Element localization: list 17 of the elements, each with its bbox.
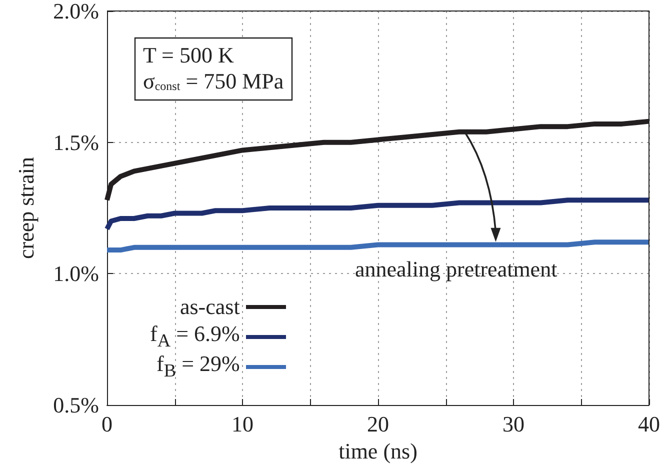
y-tick-label: 1.0% <box>53 261 99 286</box>
y-tick-label: 1.5% <box>53 130 99 155</box>
x-tick-label: 20 <box>367 412 389 436</box>
y-tick-label: 2.0% <box>53 0 99 24</box>
x-tick-label: 30 <box>502 412 524 436</box>
legend-label: f$_{A}$ = 6.9% <box>150 320 240 350</box>
x-tick-label: 0 <box>102 412 112 436</box>
y-axis-title: creep strain <box>14 157 38 259</box>
x-axis-title: time (ns) <box>338 438 418 464</box>
x-tick-label: 40 <box>638 412 660 436</box>
x-tick-label: 10 <box>232 412 254 436</box>
annotation: σconst = 750 MPa <box>143 68 284 94</box>
legend-label: as-cast <box>180 293 240 321</box>
y-tick-label: 0.5% <box>53 392 99 418</box>
annotation: T = 500 K <box>143 42 234 68</box>
legend-label: f$_{B}$ = 29% <box>156 350 240 382</box>
annotation: annealing pretreatment <box>355 256 558 282</box>
